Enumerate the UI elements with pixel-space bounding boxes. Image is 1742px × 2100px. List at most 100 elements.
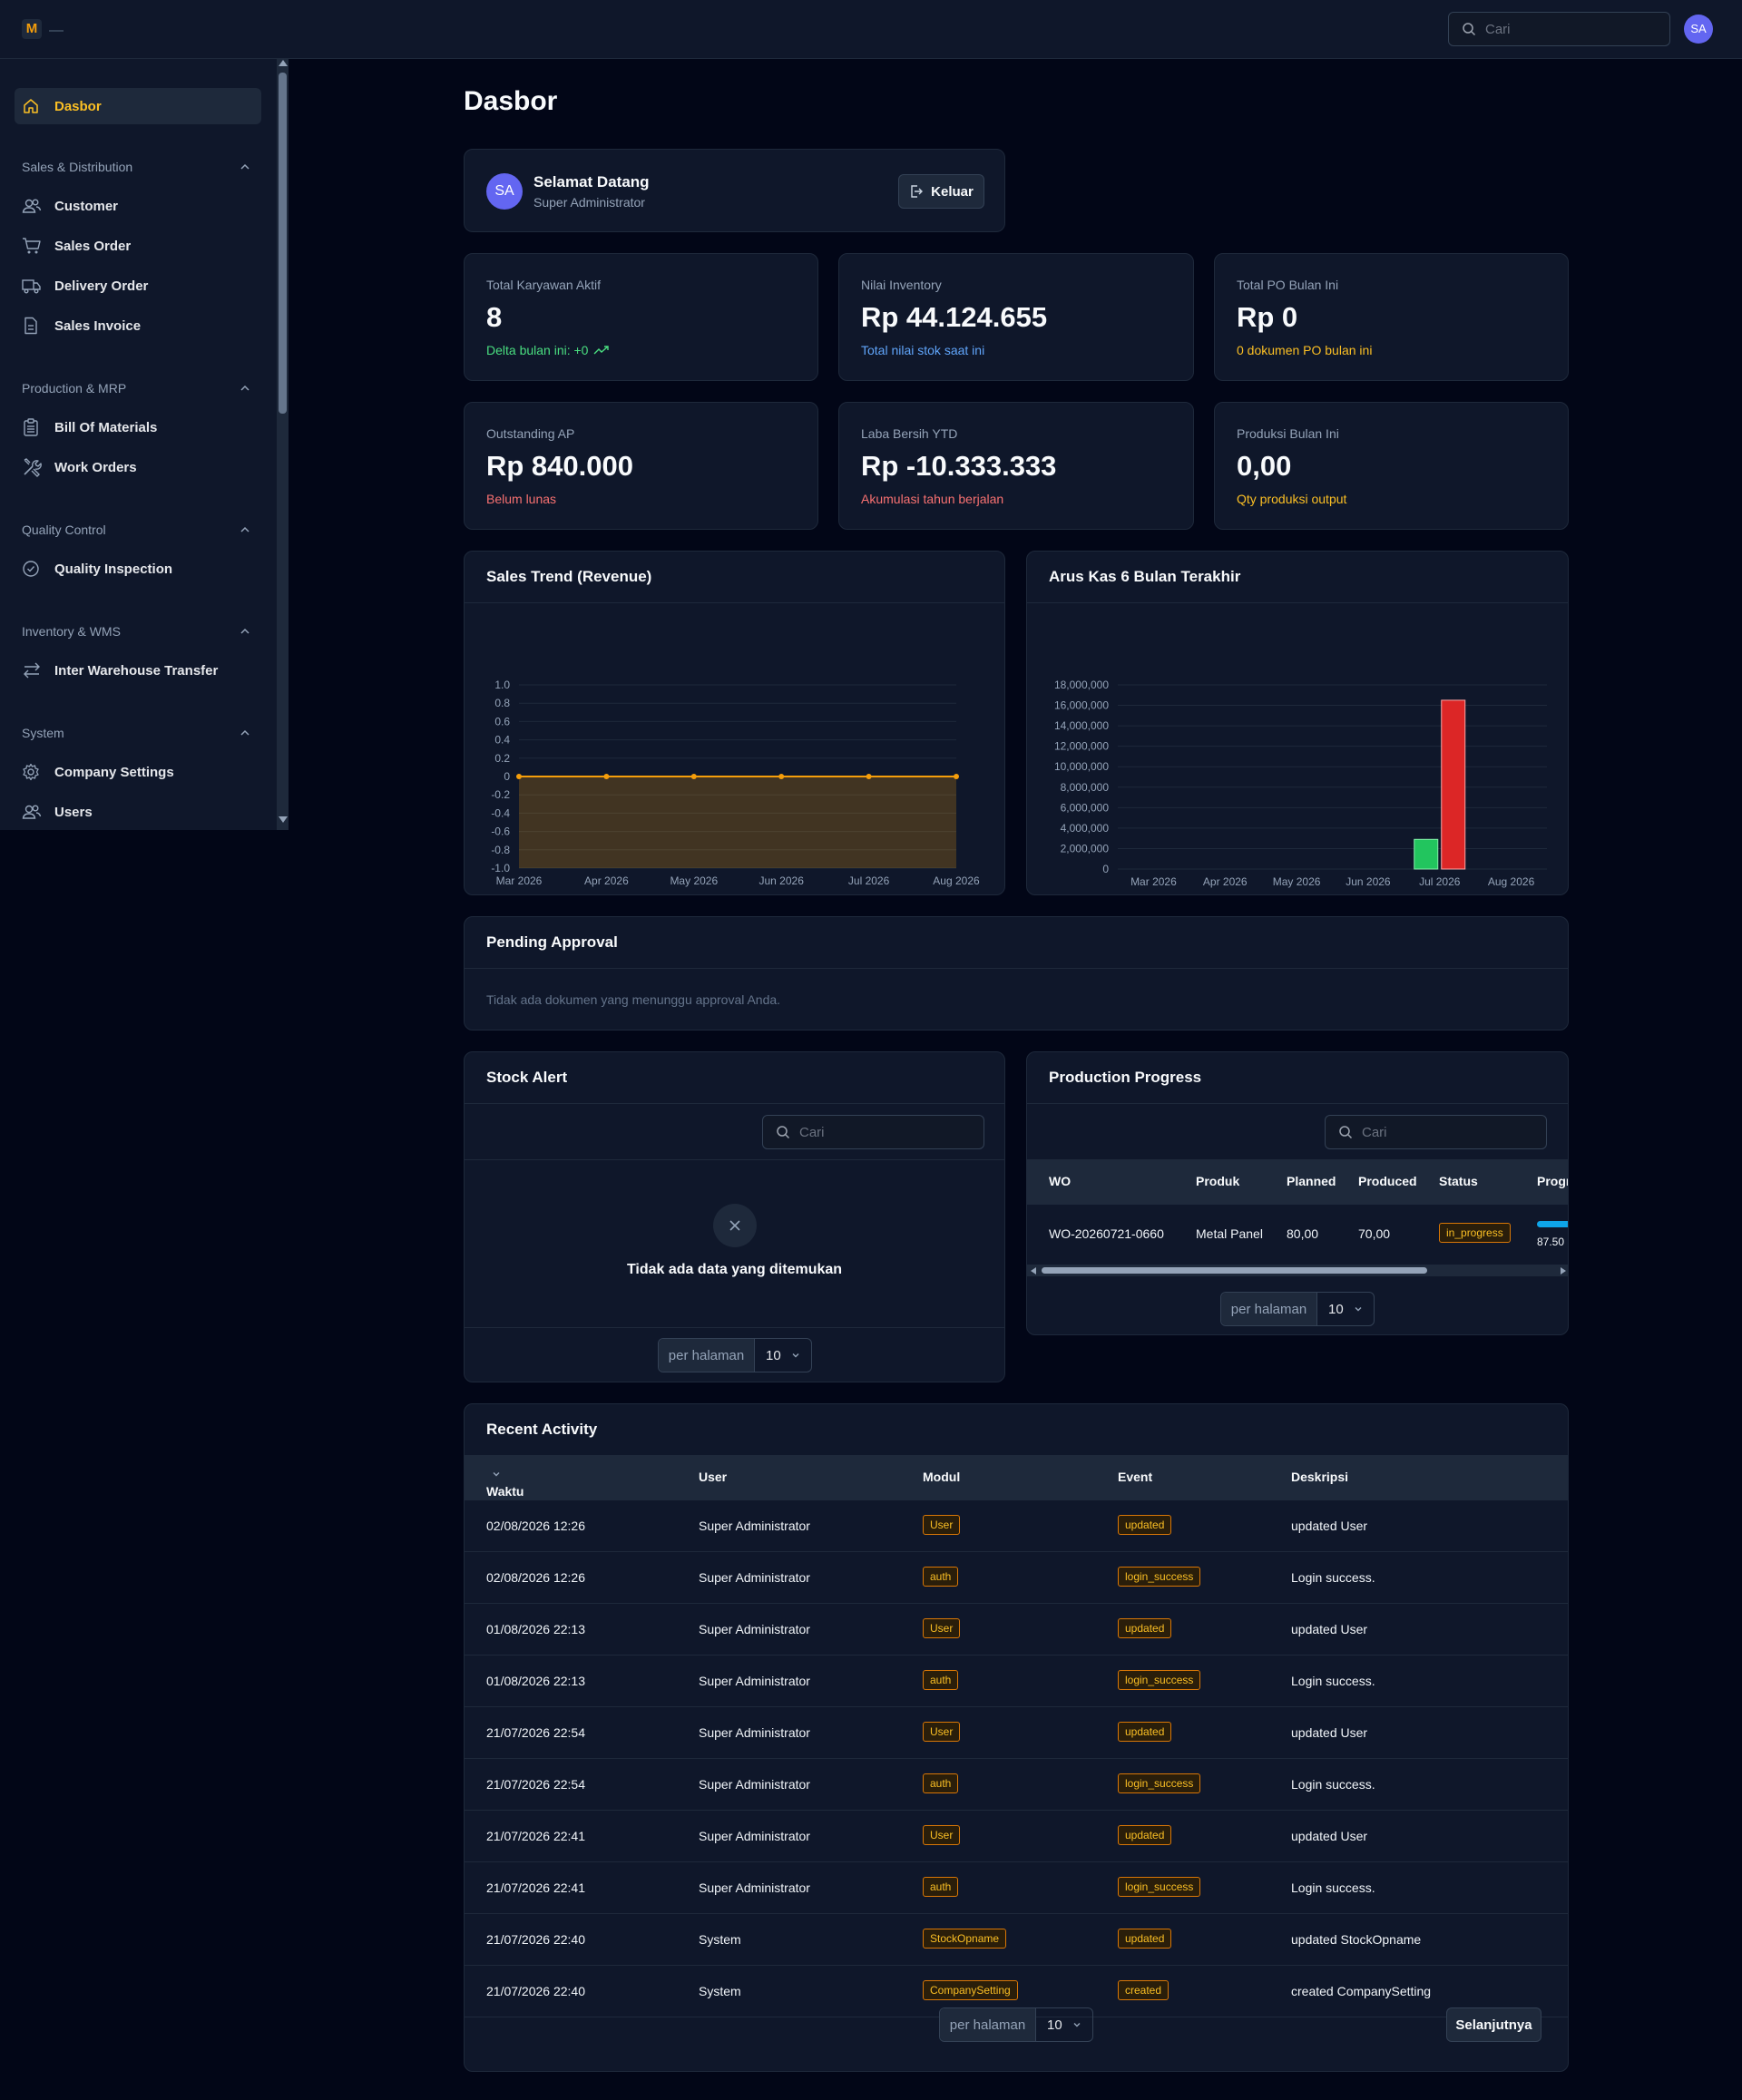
horizontal-scrollbar-thumb[interactable] xyxy=(1042,1267,1427,1274)
col-waktu[interactable]: Waktu xyxy=(486,1470,524,1499)
cell-waktu: 21/07/2026 22:41 xyxy=(486,1880,585,1895)
col-deskripsi: Deskripsi xyxy=(1291,1470,1349,1484)
scroll-up-arrow-icon[interactable] xyxy=(279,60,288,66)
cell-waktu: 21/07/2026 22:54 xyxy=(486,1725,585,1740)
table-row[interactable]: 21/07/2026 22:41 Super Administrator auth l… xyxy=(465,1862,1568,1914)
cell-wo: WO-20260721-0660 xyxy=(1049,1226,1164,1241)
activity-table-header: Waktu User Modul Event Deskripsi xyxy=(465,1455,1568,1500)
table-row[interactable]: 21/07/2026 22:40 System StockOpname updated… xyxy=(465,1914,1568,1966)
logout-button[interactable]: Keluar xyxy=(898,174,984,209)
cell-deskripsi: Login success. xyxy=(1291,1777,1375,1792)
table-row[interactable]: 02/08/2026 12:26 Super Administrator auth l… xyxy=(465,1552,1568,1604)
y-tick-label: 0.6 xyxy=(494,715,510,728)
cell-waktu: 02/08/2026 12:26 xyxy=(486,1519,585,1533)
data-point xyxy=(603,774,610,779)
module-badge: auth xyxy=(923,1877,959,1897)
sidebar-item-users[interactable]: Users xyxy=(15,794,261,830)
progress-bar xyxy=(1537,1221,1568,1227)
global-search-input[interactable]: Cari xyxy=(1448,12,1670,46)
stock-search-input[interactable]: Cari xyxy=(762,1115,984,1149)
sidebar-item-sales-order[interactable]: Sales Order xyxy=(15,228,261,264)
stat-sub: Qty produksi output xyxy=(1237,492,1347,506)
y-tick-label: 0 xyxy=(504,770,510,783)
horizontal-scrollbar[interactable] xyxy=(1027,1265,1568,1276)
user-avatar[interactable]: SA xyxy=(1684,15,1713,44)
sidebar-item-label: Bill Of Materials xyxy=(54,419,158,435)
status-badge: in_progress xyxy=(1439,1223,1511,1243)
sales-trend-chart: 1.0 0.8 0.6 0.4 0.2 0 -0.2 -0.4 -0.6 -0.8 -1.0Mar … xyxy=(491,679,980,887)
y-tick-label: 16,000,000 xyxy=(1054,699,1109,712)
per-page-select[interactable]: per halaman 10 xyxy=(1220,1292,1375,1326)
sidebar-item-delivery-order[interactable]: Delivery Order xyxy=(15,268,261,304)
sidebar-item-inter-warehouse-transfer[interactable]: Inter Warehouse Transfer xyxy=(15,652,261,689)
cell-planned: 80,00 xyxy=(1287,1226,1319,1241)
scroll-right-arrow-icon[interactable] xyxy=(1561,1267,1566,1275)
cashflow-chart: 18,000,000 16,000,000 14,000,000 12,000,000… xyxy=(1054,679,1547,888)
search-icon xyxy=(777,1126,790,1139)
y-tick-label: 14,000,000 xyxy=(1054,719,1109,732)
table-row[interactable]: 02/08/2026 12:26 Super Administrator User u… xyxy=(465,1500,1568,1552)
col-produced: Produced xyxy=(1358,1174,1417,1188)
next-page-button[interactable]: Selanjutnya xyxy=(1446,2007,1541,2042)
group-title: System xyxy=(22,726,64,740)
cell-user: Super Administrator xyxy=(699,1674,810,1688)
truck-icon xyxy=(22,279,41,294)
empty-message: Tidak ada dokumen yang menunggu approval… xyxy=(486,992,781,1007)
cashflow-card: Arus Kas 6 Bulan Terakhir 18,000,000 16,0… xyxy=(1026,551,1569,895)
group-system[interactable]: System xyxy=(22,723,250,743)
table-row[interactable]: 21/07/2026 22:54 Super Administrator User u… xyxy=(465,1707,1568,1759)
x-tick-label: Apr 2026 xyxy=(584,874,629,887)
production-search-input[interactable]: Cari xyxy=(1325,1115,1547,1149)
sidebar-item-dasbor[interactable]: Dasbor xyxy=(15,88,261,124)
scroll-down-arrow-icon[interactable] xyxy=(279,816,288,823)
sidebar-item-label: Sales Invoice xyxy=(54,317,142,334)
table-row[interactable]: 21/07/2026 22:41 Super Administrator User u… xyxy=(465,1811,1568,1862)
sidebar-item-quality-inspection[interactable]: Quality Inspection xyxy=(15,551,261,587)
chevron-down-icon xyxy=(1355,1307,1362,1312)
table-row[interactable]: 01/08/2026 22:13 Super Administrator User u… xyxy=(465,1604,1568,1656)
sidebar-item-bill-of-materials[interactable]: Bill Of Materials xyxy=(15,409,261,445)
stat-value: 0,00 xyxy=(1237,450,1292,482)
table-row[interactable]: 21/07/2026 22:54 Super Administrator auth l… xyxy=(465,1759,1568,1811)
col-modul: Modul xyxy=(923,1470,961,1484)
x-tick-label: Jun 2026 xyxy=(759,874,805,887)
sidebar-item-sales-invoice[interactable]: Sales Invoice xyxy=(15,308,261,344)
group-title: Quality Control xyxy=(22,523,106,537)
event-badge: login_success xyxy=(1118,1567,1201,1587)
document-icon xyxy=(24,317,37,335)
per-page-select[interactable]: per halaman 10 xyxy=(658,1338,812,1372)
card-title: Pending Approval xyxy=(486,933,618,951)
stat-sub: Total nilai stok saat ini xyxy=(861,343,985,357)
cell-user: Super Administrator xyxy=(699,1570,810,1585)
group-production-mrp[interactable]: Production & MRP xyxy=(22,378,250,398)
sidebar-item-company-settings[interactable]: Company Settings xyxy=(15,754,261,790)
app-logo[interactable]: M xyxy=(22,19,42,39)
group-sales-distribution[interactable]: Sales & Distribution xyxy=(22,157,250,177)
tools-icon xyxy=(24,458,42,477)
sidebar-item-label: Customer xyxy=(54,198,119,214)
group-quality-control[interactable]: Quality Control xyxy=(22,520,250,540)
module-badge: User xyxy=(923,1515,961,1535)
sidebar-item-label: Delivery Order xyxy=(54,278,149,294)
sidebar-item-customer[interactable]: Customer xyxy=(15,188,261,224)
x-tick-label: May 2026 xyxy=(670,874,718,887)
top-bar: M Cari SA xyxy=(0,0,1742,59)
sidebar-scrollbar-thumb[interactable] xyxy=(279,73,287,414)
per-page-select[interactable]: per halaman 10 xyxy=(939,2007,1093,2042)
group-inventory-wms[interactable]: Inventory & WMS xyxy=(22,621,250,641)
sidebar-item-label: Work Orders xyxy=(54,459,137,475)
table-row[interactable]: 01/08/2026 22:13 Super Administrator auth l… xyxy=(465,1656,1568,1707)
per-page-value: 10 xyxy=(766,1347,781,1363)
cell-user: Super Administrator xyxy=(699,1519,810,1533)
table-row[interactable]: WO-20260721-0660 Metal Panel 80,00 70,00… xyxy=(1027,1205,1568,1265)
cell-waktu: 21/07/2026 22:54 xyxy=(486,1777,585,1792)
scroll-left-arrow-icon[interactable] xyxy=(1031,1267,1036,1275)
cell-deskripsi: updated User xyxy=(1291,1725,1368,1740)
sidebar-item-work-orders[interactable]: Work Orders xyxy=(15,449,261,485)
y-tick-label: 12,000,000 xyxy=(1054,740,1109,753)
data-point xyxy=(954,774,959,779)
per-page-value: 10 xyxy=(1328,1301,1344,1317)
per-page-value: 10 xyxy=(1047,2017,1062,2033)
chevron-up-icon xyxy=(240,385,250,391)
bar-arus-masuk xyxy=(1414,838,1439,870)
